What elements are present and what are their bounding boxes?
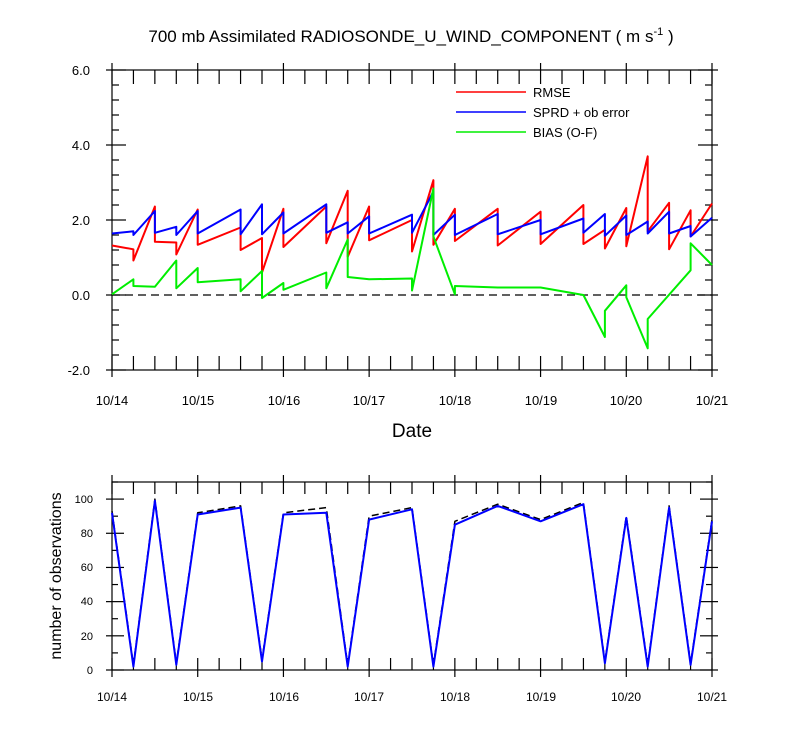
legend-label-rmse: RMSE xyxy=(533,85,571,100)
series-line-sprd-ob-error xyxy=(111,190,713,238)
series-line-bias xyxy=(111,187,713,350)
top-y-tick-label: 4.0 xyxy=(72,138,90,153)
bottom-y-tick-label: 100 xyxy=(75,494,93,506)
bottom-y-tick-labels: 100 80 60 40 20 0 xyxy=(75,494,93,677)
top-x-tick-labels: 10/14 10/15 10/16 10/17 10/18 10/19 10/2… xyxy=(96,393,729,408)
bottom-x-tick-label: 10/21 xyxy=(697,690,727,704)
bottom-y-axis-title: number of observations xyxy=(48,492,65,659)
top-chart-title-suffix: ) xyxy=(663,27,673,46)
top-x-tick-label: 10/17 xyxy=(353,393,386,408)
top-x-tick-label: 10/20 xyxy=(610,393,643,408)
top-x-tick-label: 10/18 xyxy=(439,393,472,408)
bottom-y-tick-label: 60 xyxy=(81,562,93,574)
bottom-y-tick-label: 20 xyxy=(81,631,93,643)
series-line-observations-solid xyxy=(111,499,713,668)
top-chart: 700 mb Assimilated RADIOSONDE_U_WIND_COM… xyxy=(68,26,729,442)
bottom-y-tick-label: 80 xyxy=(81,528,93,540)
top-x-tick-label: 10/19 xyxy=(525,393,558,408)
bottom-x-tick-label: 10/16 xyxy=(269,690,299,704)
bottom-y-tick-label: 40 xyxy=(81,596,93,608)
bottom-x-tick-label: 10/17 xyxy=(354,690,384,704)
top-y-tick-label: 0.0 xyxy=(72,288,90,303)
top-x-tick-label: 10/16 xyxy=(268,393,301,408)
legend-label-bias: BIAS (O-F) xyxy=(533,125,597,140)
top-chart-title-main: 700 mb Assimilated RADIOSONDE_U_WIND_COM… xyxy=(148,27,653,46)
bottom-x-tick-labels: 10/14 10/15 10/16 10/17 10/18 10/19 10/2… xyxy=(97,690,727,704)
bottom-chart: 10/14 10/15 10/16 10/17 10/18 10/19 10/2… xyxy=(48,475,727,704)
top-y-tick-labels: 6.0 4.0 2.0 0.0 -2.0 xyxy=(68,63,90,378)
top-y-tick-label: -2.0 xyxy=(68,363,90,378)
legend: RMSE SPRD + ob error BIAS (O-F) xyxy=(456,85,630,140)
top-chart-title: 700 mb Assimilated RADIOSONDE_U_WIND_COM… xyxy=(148,26,673,46)
legend-label-sprd-ob-error: SPRD + ob error xyxy=(533,105,630,120)
bottom-x-tick-label: 10/18 xyxy=(440,690,470,704)
bottom-y-tick-label: 0 xyxy=(87,665,93,677)
top-x-tick-label: 10/14 xyxy=(96,393,129,408)
bottom-x-tick-label: 10/15 xyxy=(183,690,213,704)
top-axis-ticks xyxy=(106,63,718,377)
bottom-axis-ticks xyxy=(106,475,718,677)
top-x-tick-label: 10/21 xyxy=(696,393,729,408)
top-x-axis-title: Date xyxy=(392,421,432,442)
top-x-tick-label: 10/15 xyxy=(182,393,215,408)
top-y-tick-label: 6.0 xyxy=(72,63,90,78)
bottom-x-tick-label: 10/19 xyxy=(526,690,556,704)
bottom-x-tick-label: 10/20 xyxy=(611,690,641,704)
series-line-observations-dashed xyxy=(111,498,713,666)
bottom-x-tick-label: 10/14 xyxy=(97,690,127,704)
top-chart-title-superscript: -1 xyxy=(653,26,663,38)
top-y-tick-label: 2.0 xyxy=(72,213,90,228)
